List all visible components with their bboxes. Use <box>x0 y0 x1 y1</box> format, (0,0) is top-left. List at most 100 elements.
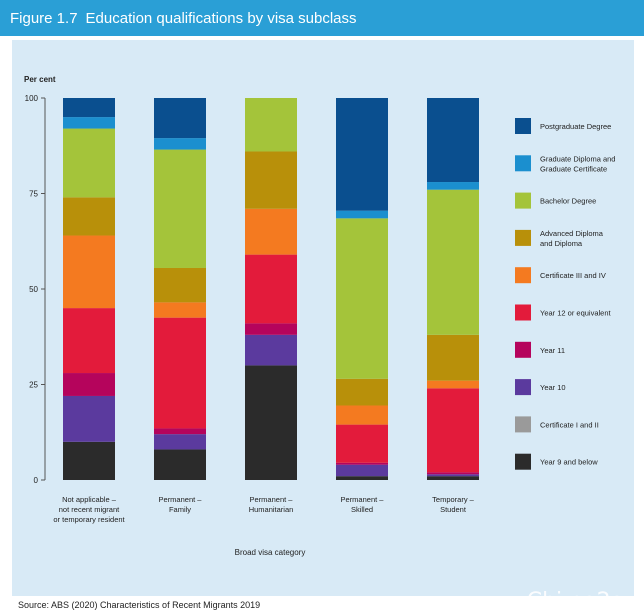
bar-segment <box>245 208 297 255</box>
legend-label: Certificate I and II <box>540 420 599 429</box>
figure-title: Education qualifications by visa subclas… <box>85 9 357 27</box>
x-tick-labels: Not applicable – not recent migrant or tem… <box>53 495 474 524</box>
bar-segment <box>245 323 297 335</box>
bar-segment <box>336 464 388 477</box>
legend-item: Advanced Diploma and Diploma <box>515 229 604 248</box>
bar-segment <box>336 462 388 465</box>
bar-segment <box>154 317 206 429</box>
chart-panel: Per cent Broad visa category 0 25 50 75 100 … <box>12 40 634 596</box>
legend-label: Certificate III and IV <box>540 271 606 280</box>
x-tick-label: Permanent – Family <box>159 495 203 514</box>
legend-label: Year 12 or equivalent <box>540 309 612 318</box>
legend-item: Certificate III and IV <box>515 267 606 284</box>
bar-segment <box>154 138 206 150</box>
stacked-bar-chart: Per cent Broad visa category 0255075100 … <box>24 75 615 557</box>
bar-segment <box>63 128 115 198</box>
legend-label: Graduate Diploma and Graduate Certificate <box>540 154 615 173</box>
legend-swatch <box>515 118 531 134</box>
bar-segment <box>427 476 479 480</box>
legend-item: Graduate Diploma and Graduate Certificate <box>515 154 615 173</box>
bar-segment <box>154 149 206 268</box>
bar-segment <box>336 378 388 406</box>
x-tick-label: Permanent – Humanitarian <box>249 495 294 514</box>
x-tick-label: Temporary – Student <box>432 495 475 514</box>
legend-item: Bachelor Degree <box>515 192 596 209</box>
bar-segment <box>63 441 115 480</box>
bar-segment <box>63 98 115 118</box>
bar-segment <box>63 197 115 236</box>
y-tick-label: 0 <box>34 476 39 485</box>
bar-stack <box>427 98 479 480</box>
bar-segment <box>427 98 479 183</box>
legend-swatch <box>515 341 531 358</box>
y-tick-label: 25 <box>29 381 38 390</box>
bar-segment <box>154 434 206 450</box>
legend-label: Bachelor Degree <box>540 197 596 206</box>
bar-stack <box>154 98 206 480</box>
legend-item: Certificate I and II <box>515 416 599 433</box>
x-tick-label: Permanent – Skilled <box>341 495 385 514</box>
legend-label: Year 11 <box>540 346 565 355</box>
x-tick-label: Not applicable – not recent migrant or tem… <box>53 495 125 524</box>
bar-segment <box>154 428 206 435</box>
legend-swatch <box>515 229 531 246</box>
bar-segment <box>154 302 206 318</box>
watermark-text: Chi na2au <box>526 589 638 614</box>
legend-label: Year 10 <box>540 383 566 392</box>
bar-segment <box>154 98 206 139</box>
bar-segment <box>63 235 115 309</box>
bar-segment <box>336 98 388 211</box>
x-axis-label: Broad visa category <box>235 548 306 557</box>
bars-group <box>63 98 479 480</box>
bar-segment <box>336 405 388 425</box>
legend-swatch <box>515 453 531 470</box>
legend-swatch <box>515 267 531 284</box>
bar-segment <box>336 210 388 219</box>
y-axis: 0 25 50 75 100 <box>25 94 46 485</box>
legend-item: Postgraduate Degree <box>515 118 611 134</box>
legend-label: Postgraduate Degree <box>540 122 611 131</box>
legend-label: Year 9 and below <box>540 458 598 467</box>
y-axis-label: Per cent <box>24 75 56 84</box>
source-note: Source: ABS (2020) Characteristics of Re… <box>18 600 261 610</box>
legend-swatch <box>515 379 531 396</box>
y-tick-label: 50 <box>29 285 38 294</box>
bar-segment <box>427 474 479 477</box>
legend-swatch <box>515 416 531 433</box>
bar-segment <box>245 98 297 152</box>
bar-stack <box>63 98 115 480</box>
bar-segment <box>427 380 479 389</box>
bar-segment <box>245 334 297 366</box>
legend-label: Advanced Diploma and Diploma <box>540 229 604 248</box>
bar-segment <box>427 472 479 475</box>
y-tick-label: 75 <box>29 190 38 199</box>
bar-segment <box>427 388 479 473</box>
bar-segment <box>154 449 206 480</box>
bar-segment <box>336 218 388 379</box>
bar-segment <box>63 308 115 374</box>
bar-segment <box>245 151 297 209</box>
bar-segment <box>427 189 479 335</box>
y-tick-label: 100 <box>25 94 39 103</box>
legend-item: Year 11 <box>515 341 565 358</box>
bar-segment <box>245 365 297 480</box>
legend-item: Year 10 <box>515 379 566 396</box>
bar-segment <box>336 424 388 463</box>
bar-segment <box>154 267 206 303</box>
legend: Postgraduate Degree Graduate Diploma and G… <box>515 118 615 470</box>
bar-segment <box>63 395 115 442</box>
figure-number: Figure 1.7 <box>10 9 78 27</box>
bar-stack <box>245 98 297 480</box>
bar-segment <box>245 254 297 324</box>
legend-item: Year 12 or equivalent <box>515 304 612 321</box>
legend-swatch <box>515 192 531 209</box>
figure-header: Figure 1.7 Education qualifications by v… <box>0 0 644 36</box>
bar-segment <box>63 373 115 396</box>
bar-segment <box>427 182 479 190</box>
bar-segment <box>63 117 115 129</box>
legend-item: Year 9 and below <box>515 453 598 470</box>
bar-segment <box>336 476 388 480</box>
legend-swatch <box>515 155 531 172</box>
bar-stack <box>336 98 388 480</box>
legend-swatch <box>515 304 531 321</box>
